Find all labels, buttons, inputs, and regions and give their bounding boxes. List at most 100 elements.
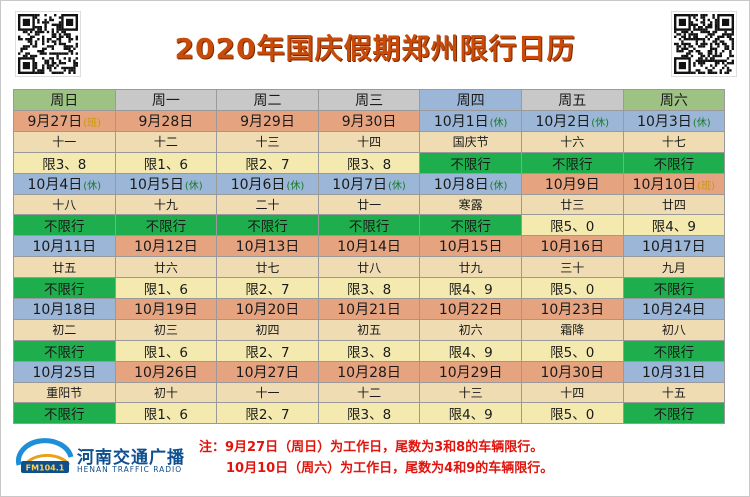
- date-label: 10月24日: [642, 302, 706, 319]
- date-cell: 10月31日: [622, 360, 726, 383]
- date-label: 10月29日: [438, 364, 503, 381]
- date-label: 10月27日: [235, 364, 300, 381]
- holiday-tag: (休): [83, 180, 102, 192]
- qr-code-left: [15, 11, 81, 77]
- lunar-row: 十八 十九 二十 廿一 寒露 廿三 廿四: [13, 193, 726, 216]
- lunar-cell: 廿八: [317, 256, 421, 279]
- holiday-tag: (休): [184, 180, 203, 192]
- qr-pattern: [674, 14, 734, 74]
- lunar-cell: 十三: [216, 131, 319, 153]
- restriction-cell: 限5、0: [520, 402, 624, 425]
- restriction-cell: 限2、7: [216, 277, 319, 300]
- date-cell: 10月10日(班): [622, 172, 726, 195]
- lunar-cell: 初十: [114, 381, 218, 404]
- date-label: 10月9日: [544, 176, 600, 193]
- restriction-cell: 不限行: [622, 339, 726, 362]
- lunar-cell: 寒露: [419, 193, 522, 216]
- lunar-cell: 十四: [317, 131, 421, 153]
- weekday-header: 周四: [419, 89, 522, 111]
- date-cell: 10月30日: [520, 360, 624, 383]
- date-row: 10月11日 10月12日 10月13日 10月14日 10月15日 10月16日 10月1…: [13, 235, 726, 258]
- lunar-cell: 廿六: [114, 256, 218, 279]
- restriction-cell: 限5、0: [520, 214, 624, 237]
- weekday-header: 周日: [13, 89, 116, 111]
- date-label: 10月18日: [32, 302, 97, 319]
- restriction-cell: 不限行: [216, 214, 319, 237]
- restriction-cell: 限4、9: [419, 277, 522, 300]
- lunar-cell: 廿五: [13, 256, 116, 279]
- date-label: 10月10日: [632, 176, 697, 193]
- date-label: 10月6日: [230, 176, 286, 193]
- date-cell: 10月21日: [317, 298, 421, 321]
- lunar-cell: 三十: [520, 256, 624, 279]
- page-title: 2020年国庆假期郑州限行日历: [174, 32, 576, 65]
- date-cell: 10月4日(休): [13, 172, 116, 195]
- qr-pattern: [18, 14, 78, 74]
- calendar-table: 周日 周一 周二 周三 周四 周五 周六 9月27日(班) 9月28日 9月29日 9月30日 10…: [13, 89, 726, 425]
- date-label: 10月12日: [134, 239, 198, 256]
- radio-name: 河南交通广播: [77, 448, 185, 468]
- date-cell: 10月2日(休): [520, 110, 624, 132]
- lunar-cell: 霜降: [520, 319, 624, 341]
- date-cell: 10月20日: [216, 298, 319, 321]
- lunar-cell: 初三: [114, 319, 218, 341]
- holiday-tag: (休): [489, 118, 508, 129]
- date-cell: 10月26日: [114, 360, 218, 383]
- date-cell: 10月13日: [216, 235, 319, 258]
- lunar-cell: 十三: [419, 381, 522, 404]
- date-label: 10月19日: [134, 302, 198, 319]
- weekday-header: 周六: [622, 89, 726, 111]
- date-cell: 10月3日(休): [622, 110, 726, 132]
- date-label: 10月26日: [134, 364, 198, 381]
- restriction-cell: 不限行: [13, 214, 116, 237]
- restriction-cell: 限2、7: [216, 402, 319, 425]
- date-cell: 10月14日: [317, 235, 421, 258]
- restriction-cell: 限1、6: [114, 277, 218, 300]
- date-label: 10月7日: [332, 176, 388, 193]
- lunar-cell: 廿四: [622, 193, 726, 216]
- restriction-row: 不限行 限1、6 限2、7 限3、8 限4、9 限5、0 不限行: [13, 402, 726, 425]
- date-label: 10月16日: [540, 239, 605, 256]
- weekday-header: 周三: [317, 89, 421, 111]
- date-label: 10月14日: [337, 239, 401, 256]
- lunar-cell: 十八: [13, 193, 116, 216]
- date-cell: 9月30日: [317, 110, 421, 132]
- date-label: 10月25日: [32, 364, 97, 381]
- date-label: 10月3日: [637, 114, 692, 130]
- restriction-cell: 不限行: [419, 151, 522, 174]
- lunar-row: 廿五 廿六 廿七 廿八 廿九 三十 九月: [13, 256, 726, 279]
- restriction-cell: 限3、8: [317, 151, 421, 174]
- date-cell: 10月7日(休): [317, 172, 421, 195]
- lunar-cell: 十一: [216, 381, 319, 404]
- lunar-cell: 十四: [520, 381, 624, 404]
- restriction-cell: 限2、7: [216, 151, 319, 174]
- lunar-cell: 初八: [622, 319, 726, 341]
- date-cell: 10月15日: [419, 235, 522, 258]
- date-row: 9月27日(班) 9月28日 9月29日 9月30日 10月1日(休) 10月2日(休) 1…: [13, 110, 726, 132]
- restriction-cell: 限3、8: [317, 339, 421, 362]
- date-cell: 10月5日(休): [114, 172, 218, 195]
- date-label: 10月31日: [642, 364, 706, 381]
- lunar-cell: 十九: [114, 193, 218, 216]
- restriction-cell: 不限行: [13, 277, 116, 300]
- lunar-cell: 二十: [216, 193, 319, 216]
- holiday-tag: (休): [591, 118, 610, 129]
- date-label: 10月20日: [235, 302, 300, 319]
- date-label: 10月5日: [129, 176, 184, 193]
- lunar-cell: 十一: [13, 131, 116, 153]
- date-label: 10月22日: [438, 302, 503, 319]
- weekday-header-row: 周日 周一 周二 周三 周四 周五 周六: [13, 89, 726, 111]
- restriction-cell: 不限行: [13, 339, 116, 362]
- lunar-row: 初二 初三 初四 初五 初六 霜降 初八: [13, 319, 726, 341]
- holiday-tag: (休): [692, 118, 711, 129]
- date-cell: 10月17日: [622, 235, 726, 258]
- date-cell: 10月11日: [13, 235, 116, 258]
- lunar-cell: 初六: [419, 319, 522, 341]
- date-label: 10月17日: [642, 239, 706, 256]
- lunar-row: 十一 十二 十三 十四 国庆节 十六 十七: [13, 131, 726, 153]
- date-label: 10月28日: [337, 364, 401, 381]
- radio-logo: FM104.1 河南交通广播 HENAN TRAFFIC RADIO: [11, 429, 201, 485]
- date-cell: 10月29日: [419, 360, 522, 383]
- lunar-cell: 十六: [520, 131, 624, 153]
- workday-tag: (班): [697, 180, 716, 192]
